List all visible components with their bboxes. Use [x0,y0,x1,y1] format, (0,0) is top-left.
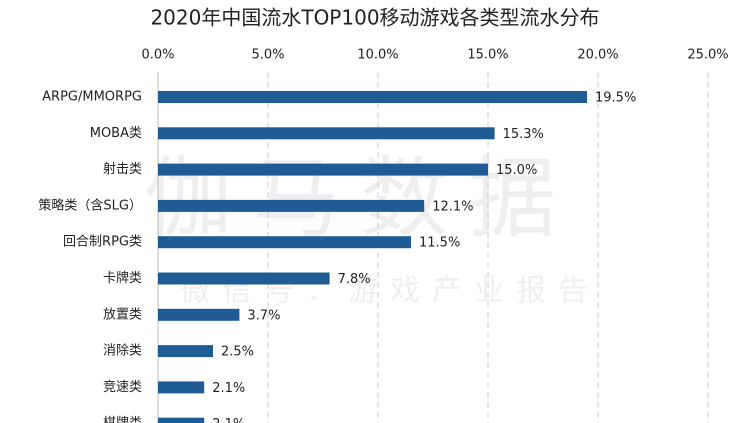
bar [158,163,488,176]
bar [158,417,205,423]
y-tick-label: 棋牌类 [103,415,142,423]
bar [158,91,587,103]
value-label: 19.5% [595,91,636,106]
x-tick-label: 15.0% [467,48,508,63]
bar [158,381,205,394]
x-tick-label: 10.0% [357,48,398,63]
value-label: 7.8% [338,272,371,287]
x-tick-label: 25.0% [687,48,728,63]
value-label: 15.0% [496,163,537,178]
y-tick-label: 消除类 [103,344,142,359]
y-tick-label: 卡牌类 [103,270,142,286]
value-label: 11.5% [419,236,460,251]
value-label: 2.5% [221,345,254,360]
bar [158,308,240,321]
y-tick-label: 回合制RPG类 [63,235,142,250]
y-tick-label: 射击类 [103,161,142,177]
value-label: 12.1% [432,199,473,214]
value-label: 15.3% [503,127,544,142]
value-label: 2.1% [212,381,245,396]
bar [158,272,330,285]
value-label: 3.7% [247,308,280,323]
y-tick-label: ARPG/MMORPG [42,90,142,105]
x-tick-label: 20.0% [577,48,618,63]
bar [158,199,425,212]
value-label: 2.1% [212,417,245,423]
x-tick-label: 0.0% [141,48,174,63]
y-tick-label: MOBA类 [90,126,142,141]
bar [158,236,411,249]
bar [158,345,213,358]
y-tick-label: 竞速类 [103,379,142,395]
x-tick-label: 5.0% [251,48,284,63]
y-tick-label: 策略类（含SLG） [38,197,142,213]
y-tick-label: 放置类 [103,307,142,322]
chart-title: 2020年中国流水TOP100移动游戏各类型流水分布 [150,6,599,30]
bar [158,127,495,140]
